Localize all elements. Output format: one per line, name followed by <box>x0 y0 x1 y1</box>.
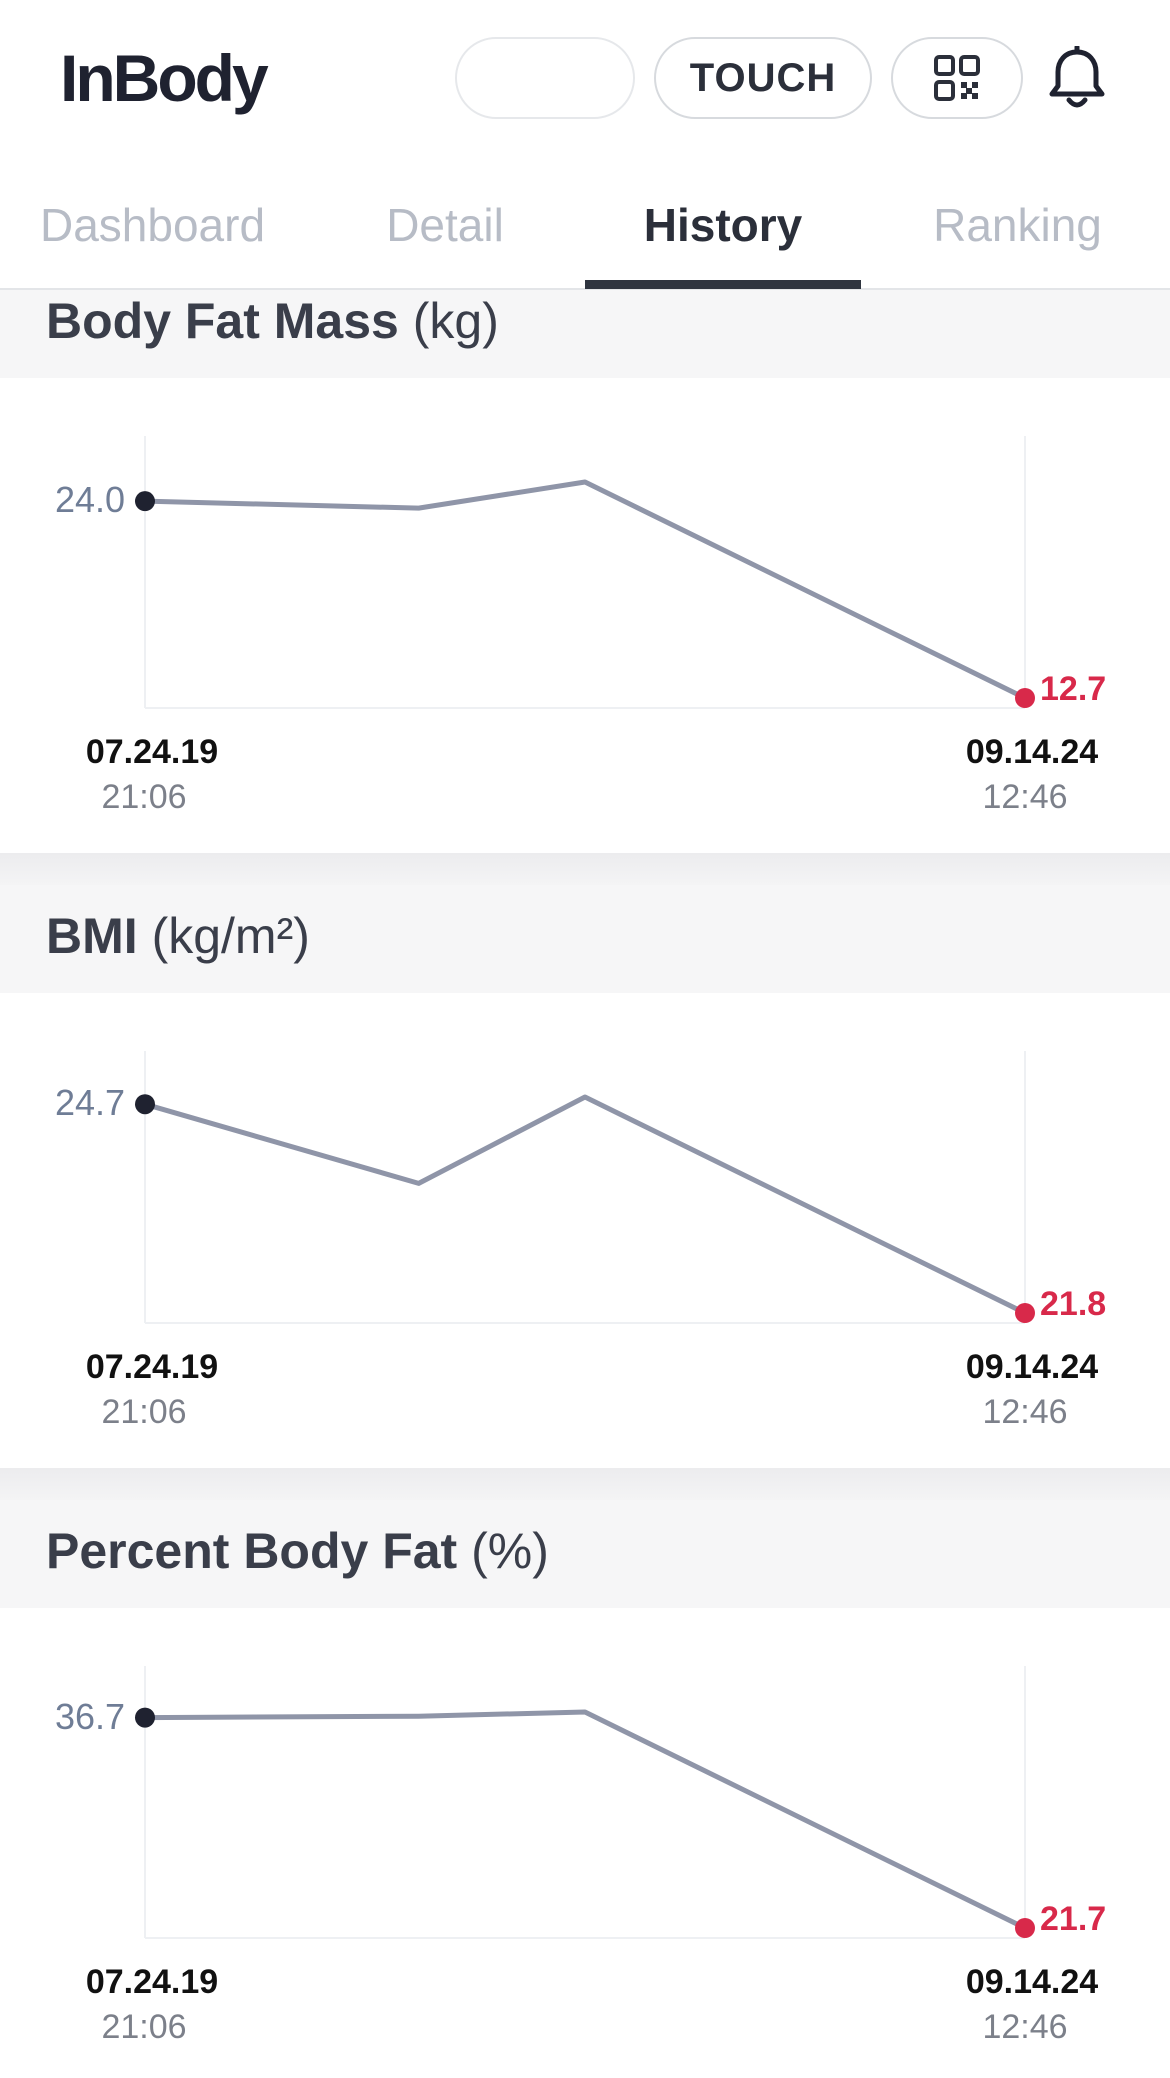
section-title: Percent Body Fat (%) <box>46 1522 549 1580</box>
end-date-label: 09.14.24 <box>965 1348 1099 1386</box>
active-tab-indicator <box>585 280 861 289</box>
start-value-label: 24.7 <box>55 1082 126 1124</box>
section-header: Percent Body Fat (%) <box>0 1500 1170 1608</box>
section-title: Body Fat Mass (kg) <box>46 292 499 350</box>
end-point <box>1015 1303 1035 1323</box>
start-date-label: 07.24.19 <box>85 1348 219 1386</box>
end-time-label: 12:46 <box>982 2008 1068 2046</box>
metric-name: BMI <box>46 908 138 964</box>
start-point <box>135 1707 155 1728</box>
section-title: BMI (kg/m²) <box>46 907 310 965</box>
end-value-label: 12.7 <box>1040 670 1107 708</box>
start-time-label: 21:06 <box>101 778 187 816</box>
series-line <box>144 1094 1027 1316</box>
metric-unit: (kg) <box>412 293 499 349</box>
end-point <box>1015 688 1035 708</box>
bell-icon[interactable] <box>1046 46 1108 112</box>
start-point <box>135 491 155 512</box>
start-date-label: 07.24.19 <box>85 733 219 771</box>
end-time-label: 12:46 <box>982 1393 1068 1431</box>
start-time-label: 21:06 <box>101 2008 187 2046</box>
history-chart-card[interactable]: 36.7 21.7 07.24.19 21:06 09.14.24 12:46 <box>0 1608 1170 2078</box>
metric-name: Body Fat Mass <box>46 293 399 349</box>
end-point <box>1015 1918 1035 1938</box>
tab-bar: Dashboard Detail History Ranking <box>0 160 1170 290</box>
start-time-label: 21:06 <box>101 1393 187 1431</box>
series-line <box>144 1709 1027 1931</box>
end-value-label: 21.8 <box>1040 1285 1107 1323</box>
metric-name: Percent Body Fat <box>46 1523 458 1579</box>
metric-unit: (kg/m²) <box>151 908 310 964</box>
profile-pill-button[interactable] <box>455 37 635 119</box>
end-date-label: 09.14.24 <box>965 733 1099 771</box>
start-value-label: 24.0 <box>55 479 126 521</box>
end-time-label: 12:46 <box>982 778 1068 816</box>
qr-code-icon <box>934 55 980 101</box>
inbody-logo: InBody <box>60 41 269 115</box>
end-value-label: 21.7 <box>1040 1900 1107 1938</box>
tab-history[interactable]: History <box>643 199 803 251</box>
line-chart <box>135 1666 1035 1939</box>
section-header: Body Fat Mass (kg) <box>0 290 1170 378</box>
metric-unit: (%) <box>471 1523 549 1579</box>
end-date-label: 09.14.24 <box>965 1963 1099 2001</box>
tab-ranking[interactable]: Ranking <box>933 199 1102 251</box>
app-header: InBody TOUCH <box>0 0 1170 160</box>
history-chart-card[interactable]: 24.0 12.7 07.24.19 21:06 09.14.24 12:46 <box>0 378 1170 848</box>
section-header: BMI (kg/m²) <box>0 885 1170 993</box>
start-value-label: 36.7 <box>55 1695 126 1737</box>
touch-button-label: TOUCH <box>689 55 837 100</box>
tab-detail[interactable]: Detail <box>386 199 504 251</box>
series-line <box>144 479 1027 701</box>
start-point <box>135 1094 155 1115</box>
tab-dashboard[interactable]: Dashboard <box>40 199 266 251</box>
touch-button[interactable]: TOUCH <box>654 37 872 119</box>
line-chart <box>135 436 1035 709</box>
start-date-label: 07.24.19 <box>85 1963 219 2001</box>
line-chart <box>135 1051 1035 1324</box>
qr-button[interactable] <box>891 37 1023 119</box>
history-chart-card[interactable]: 24.7 21.8 07.24.19 21:06 09.14.24 12:46 <box>0 993 1170 1463</box>
